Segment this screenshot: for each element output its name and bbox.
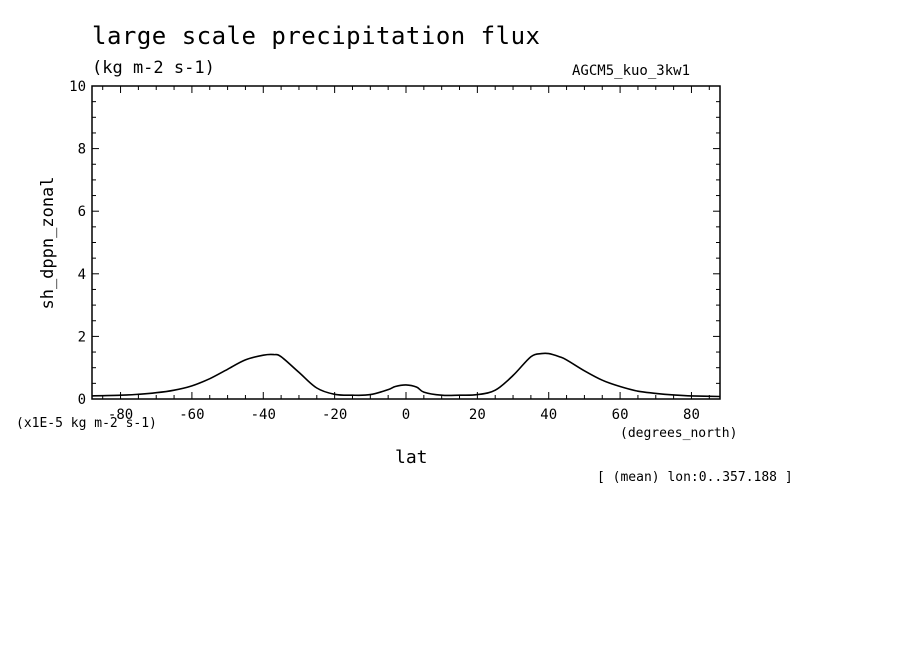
x-tick-label: -40 — [251, 407, 276, 423]
x-tick-label: 80 — [683, 407, 700, 423]
chart-title: large scale precipitation flux — [92, 22, 541, 50]
y-tick-label: 4 — [78, 267, 86, 283]
x-axis-units: (degrees_north) — [620, 426, 738, 441]
model-label: AGCM5_kuo_3kw1 — [572, 63, 691, 79]
plot-frame — [91, 85, 721, 400]
averaging-note: [ (mean) lon:0..357.188 ] — [597, 470, 793, 485]
y-tick-label: 10 — [69, 79, 86, 95]
y-tick-label: 0 — [78, 392, 86, 408]
x-tick-label: 0 — [402, 407, 410, 423]
axis-ticks — [92, 85, 720, 400]
x-tick-label: 20 — [469, 407, 486, 423]
x-tick-label: 40 — [540, 407, 557, 423]
y-tick-label: 8 — [78, 142, 86, 158]
tick-labels: -80 -60 -40 -20 0 20 40 60 80 0 2 4 6 8 10 — [69, 79, 700, 423]
x-tick-label: -20 — [322, 407, 347, 423]
series-line — [91, 352, 721, 398]
y-tick-label: 2 — [78, 329, 86, 345]
chart-subtitle: (kg m-2 s-1) — [92, 58, 215, 78]
x-tick-label: -80 — [108, 407, 133, 423]
y-tick-label: 6 — [78, 204, 86, 220]
x-axis-label: lat — [395, 447, 428, 468]
y-scale-label: (x1E-5 kg m-2 s-1) — [16, 416, 157, 431]
x-tick-label: 60 — [612, 407, 629, 423]
x-tick-label: -60 — [179, 407, 204, 423]
